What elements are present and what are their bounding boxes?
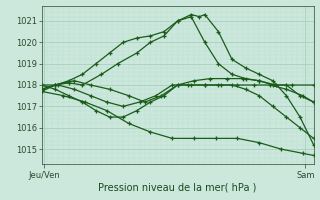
X-axis label: Pression niveau de la mer( hPa ): Pression niveau de la mer( hPa ) <box>99 183 257 193</box>
